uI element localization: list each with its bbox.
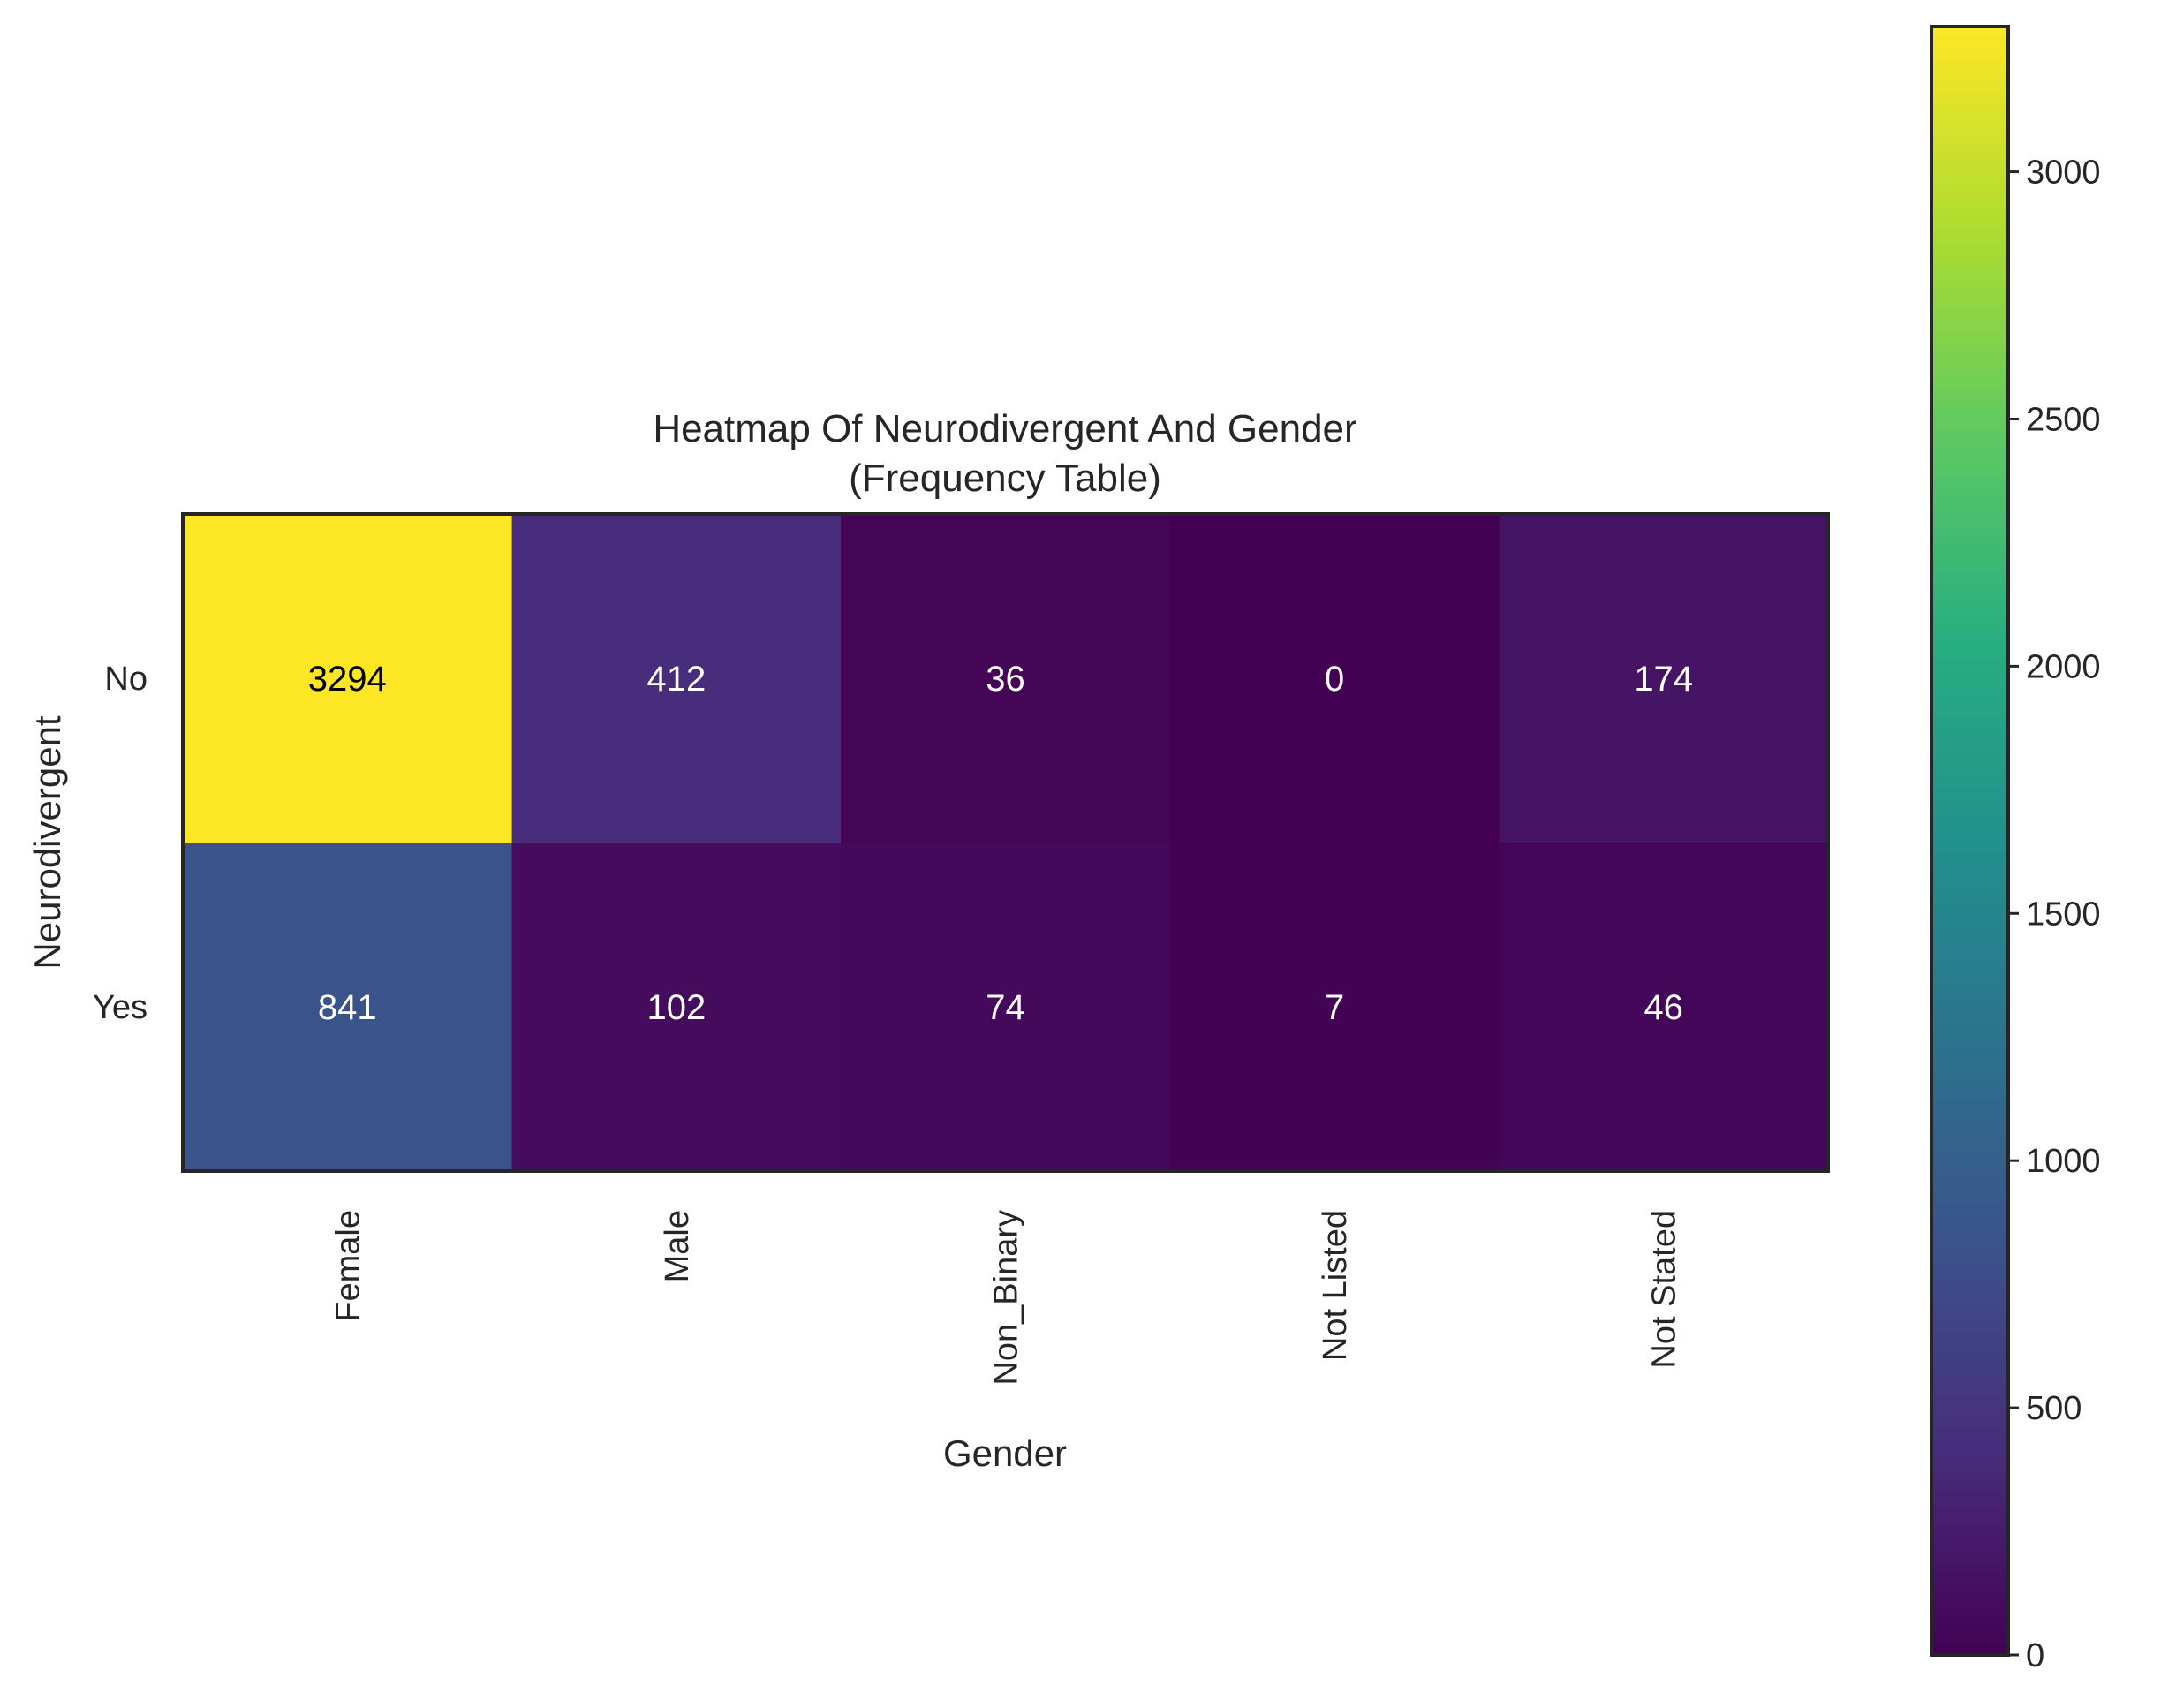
heatmap-cell: [1499, 843, 1829, 1172]
heatmap-cell: [511, 514, 842, 843]
x-tick-label: Not Stated: [1646, 1210, 1683, 1369]
colorbar-ticks: 0 500 1000 1500 2000 2500 3000: [2008, 155, 2101, 1674]
heatmap-cell-label: 7: [1325, 988, 1344, 1027]
heatmap-cell: [1169, 514, 1500, 843]
colorbar-tick-label: 1000: [2026, 1143, 2101, 1180]
x-tick-label: Not Listed: [1317, 1210, 1354, 1361]
colorbar-tick-label: 3000: [2026, 155, 2101, 192]
heatmap-cell: [1169, 843, 1500, 1172]
x-tick-label: Female: [329, 1210, 366, 1322]
colorbar-tick-label: 500: [2026, 1390, 2082, 1427]
colorbar-tick-label: 2500: [2026, 401, 2101, 438]
heatmap-cell: [511, 843, 842, 1172]
x-tick-label: Male: [659, 1210, 696, 1282]
heatmap-cell-label: 841: [318, 988, 377, 1027]
x-tick-labels: Female Male Non_Binary Not Listed Not Stated: [329, 1210, 1682, 1386]
heatmap-cell-label: 102: [647, 988, 706, 1027]
y-tick-label: No: [104, 661, 147, 698]
heatmap-cell-label: 36: [986, 660, 1025, 699]
heatmap-cell-label: 412: [647, 660, 706, 699]
colorbar: [1930, 25, 2010, 1657]
y-axis-label: Neurodivergent: [26, 715, 68, 970]
heatmap-cell-labels: 3294 412 36 0 174 841 102 74 7 46: [308, 660, 1693, 1027]
chart-title-line1: Heatmap Of Neurodivergent And Gender: [653, 407, 1356, 450]
heatmap-cell-label: 0: [1325, 660, 1344, 699]
heatmap-cell: [183, 514, 513, 843]
heatmap-cell: [841, 514, 1171, 843]
colorbar-tick-label: 2000: [2026, 648, 2101, 685]
colorbar-tick-label: 0: [2026, 1637, 2044, 1674]
heatmap-cells: [183, 514, 1829, 1172]
colorbar-tick-label: 1500: [2026, 896, 2101, 933]
y-tick-label: Yes: [93, 989, 147, 1026]
heatmap-cell: [1499, 514, 1829, 843]
heatmap-cell: [183, 843, 513, 1172]
heatmap-cell-label: 174: [1634, 660, 1693, 699]
heatmap-frame: [181, 512, 1830, 1173]
heatmap-cell: [841, 843, 1171, 1172]
y-tick-labels: No Yes: [93, 661, 147, 1026]
x-tick-label: Non_Binary: [988, 1210, 1025, 1386]
heatmap-cell-label: 74: [986, 988, 1025, 1027]
chart-title-line2: (Frequency Table): [849, 457, 1161, 500]
heatmap-cell-label: 3294: [308, 660, 387, 699]
heatmap-cell-label: 46: [1643, 988, 1683, 1027]
x-axis-label: Gender: [943, 1432, 1067, 1474]
